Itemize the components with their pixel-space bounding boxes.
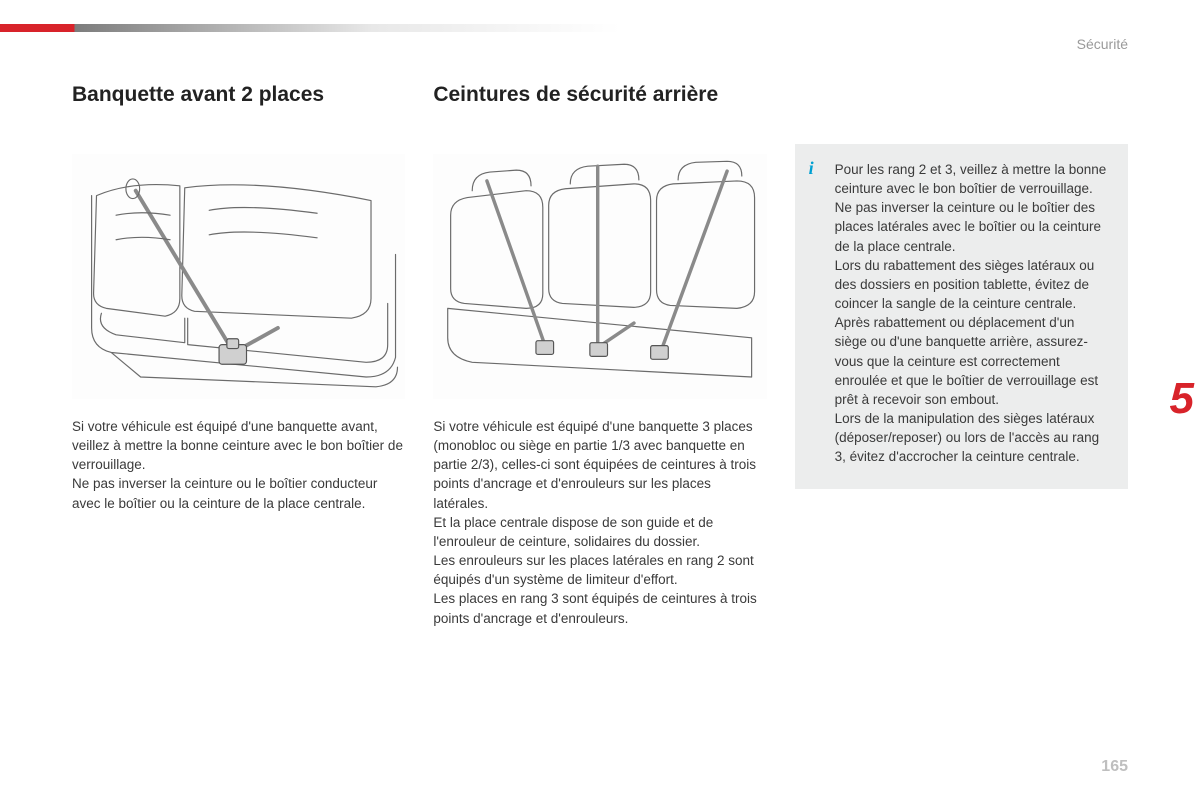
info-callout: i Pour les rang 2 et 3, veillez à mettre… — [795, 144, 1128, 489]
header-accent-bar — [0, 24, 620, 32]
page-content: Banquette avant 2 places — [72, 82, 1128, 628]
column-left: Banquette avant 2 places — [72, 82, 405, 628]
info-text: Pour les rang 2 et 3, veillez à mettre l… — [835, 160, 1110, 467]
text-center: Si votre véhicule est équipé d'une banqu… — [433, 417, 766, 628]
heading-left: Banquette avant 2 places — [72, 82, 405, 136]
page-number: 165 — [1101, 758, 1128, 776]
chapter-number: 5 — [1170, 374, 1194, 424]
illustration-front-bench — [72, 154, 405, 399]
text-left: Si votre véhicule est équipé d'une banqu… — [72, 417, 405, 513]
illustration-rear-belts — [433, 154, 766, 399]
info-icon: i — [809, 156, 814, 182]
column-right: i Pour les rang 2 et 3, veillez à mettre… — [795, 82, 1128, 628]
column-center: Ceintures de sécurité arrière — [433, 82, 766, 628]
section-category: Sécurité — [1077, 36, 1128, 52]
heading-center: Ceintures de sécurité arrière — [433, 82, 766, 136]
